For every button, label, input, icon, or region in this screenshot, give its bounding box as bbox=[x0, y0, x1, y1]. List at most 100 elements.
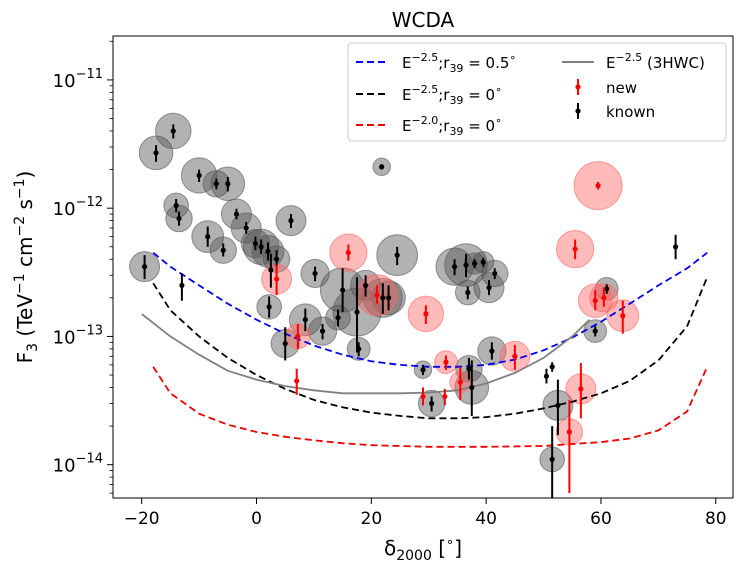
known-source-point bbox=[379, 164, 385, 170]
known-source-point bbox=[549, 456, 555, 462]
known-source-point bbox=[288, 218, 294, 224]
new-source-point bbox=[274, 276, 280, 282]
known-source-point bbox=[153, 150, 159, 156]
x-tick-label: 40 bbox=[475, 509, 497, 529]
known-source-point bbox=[141, 264, 148, 270]
new-source-point bbox=[601, 295, 607, 301]
known-source-point bbox=[176, 215, 182, 222]
known-source-point bbox=[319, 328, 326, 334]
known-source-point bbox=[340, 287, 346, 293]
known-source-point bbox=[472, 260, 478, 267]
y-tick-label: 10−11 bbox=[53, 67, 103, 92]
new-source-point bbox=[345, 250, 351, 256]
known-source-point bbox=[465, 289, 471, 296]
y-tick-label: 10−12 bbox=[53, 195, 103, 220]
known-source-point bbox=[220, 247, 226, 253]
new-source-point bbox=[457, 379, 463, 385]
new-source-point bbox=[572, 246, 578, 252]
new-source-point bbox=[442, 393, 448, 400]
known-source-point bbox=[420, 367, 426, 373]
known-source-point bbox=[266, 304, 272, 310]
known-source-point bbox=[274, 256, 280, 262]
known-source-point bbox=[466, 366, 472, 372]
x-tick-label: 0 bbox=[251, 509, 262, 529]
new-source-point bbox=[620, 313, 626, 319]
legend-label-known: known bbox=[606, 103, 655, 121]
known-source-point bbox=[312, 270, 318, 277]
y-tick-label: 10−13 bbox=[53, 323, 103, 348]
new-source-point bbox=[592, 298, 598, 304]
known-source-point bbox=[592, 328, 598, 334]
known-source-point bbox=[173, 202, 179, 209]
curve-blue bbox=[152, 251, 708, 368]
known-source-point bbox=[380, 295, 386, 301]
known-source-point bbox=[549, 364, 555, 370]
new-source-point bbox=[512, 353, 518, 359]
x-tick-label: −20 bbox=[124, 509, 160, 529]
known-source-point bbox=[555, 402, 561, 408]
known-source-point bbox=[385, 295, 392, 301]
known-source-point bbox=[213, 181, 219, 187]
known-source-point bbox=[225, 181, 231, 187]
x-tick-label: 60 bbox=[590, 509, 612, 529]
known-source-point bbox=[489, 348, 495, 354]
x-tick-label: 20 bbox=[361, 509, 383, 529]
known-source-point bbox=[233, 211, 240, 217]
known-source-point bbox=[302, 317, 308, 323]
known-source-point bbox=[170, 128, 176, 134]
x-tick-label: 80 bbox=[705, 509, 727, 529]
y-axis: 10−14 10−13 10−12 10−11 bbox=[53, 40, 113, 494]
legend-swatch-known-dot bbox=[575, 108, 581, 114]
known-source-point bbox=[469, 384, 475, 391]
curve-black bbox=[152, 276, 709, 420]
legend-swatch-new-dot bbox=[575, 84, 581, 90]
x-axis: −20 0 20 40 60 80 bbox=[124, 498, 727, 529]
known-source-point bbox=[362, 282, 369, 288]
known-source-point bbox=[604, 286, 610, 292]
known-source-point bbox=[268, 267, 274, 273]
known-source-point bbox=[258, 244, 264, 250]
legend-label-new: new bbox=[606, 79, 637, 97]
legend: E−2.5;r39 = 0.5∘ E−2.5;r39 = 0∘ E−2.0;r3… bbox=[347, 42, 727, 142]
new-source-point bbox=[566, 429, 572, 435]
known-source-point bbox=[672, 244, 679, 250]
curve-gray bbox=[141, 313, 591, 395]
known-source-point bbox=[429, 400, 435, 407]
new-source-point bbox=[294, 378, 300, 384]
legend-label-gray: E−2.5 (3HWC) bbox=[606, 51, 705, 72]
y-axis-label: F3 (TeV−1 cm−2 s−1) bbox=[12, 171, 41, 364]
known-source-point bbox=[243, 225, 249, 231]
y-tick-label: 10−14 bbox=[53, 452, 103, 477]
x-axis-label: δ2000 [∘] bbox=[384, 535, 462, 564]
known-source-point bbox=[196, 172, 202, 179]
new-source-point bbox=[595, 182, 601, 189]
known-source-point bbox=[486, 285, 492, 291]
legend-frame bbox=[347, 42, 727, 142]
new-source-point bbox=[443, 359, 449, 365]
known-source-point bbox=[543, 373, 550, 379]
new-source-point bbox=[420, 393, 426, 400]
known-source-point bbox=[480, 259, 486, 265]
known-source-point bbox=[354, 309, 360, 315]
known-source-point bbox=[356, 346, 362, 352]
new-source-point bbox=[295, 333, 301, 340]
known-source-point bbox=[451, 264, 458, 270]
known-source-point bbox=[335, 315, 341, 321]
new-source-point bbox=[374, 292, 380, 298]
curve-red bbox=[152, 366, 709, 448]
known-source-point bbox=[252, 240, 258, 247]
plot-frame bbox=[112, 35, 734, 499]
known-source-point bbox=[282, 340, 288, 347]
known-source-point bbox=[463, 262, 469, 268]
known-source-point bbox=[265, 248, 271, 255]
chart-title: WCDA bbox=[392, 8, 455, 32]
sensitivity-curves bbox=[141, 251, 709, 448]
new-source-point bbox=[578, 386, 584, 392]
known-source-point bbox=[205, 234, 211, 240]
new-source-point bbox=[423, 311, 429, 317]
known-source-point bbox=[179, 282, 185, 288]
known-source-point bbox=[492, 270, 498, 277]
source-markers bbox=[141, 124, 679, 498]
known-source-point bbox=[394, 252, 400, 258]
